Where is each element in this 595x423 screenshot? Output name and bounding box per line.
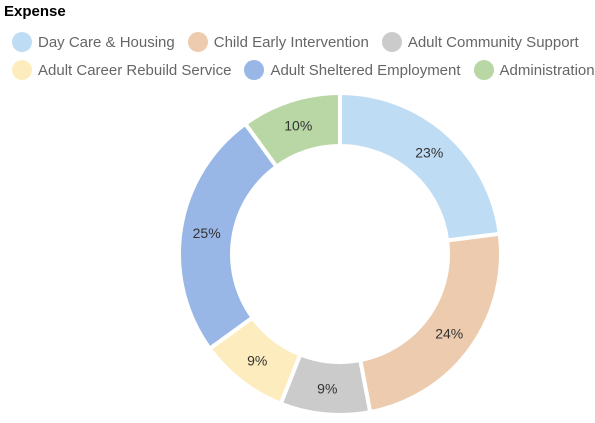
legend-label: Adult Sheltered Employment: [270, 61, 461, 79]
slice-label-adult-sheltered-employment: 25%: [193, 225, 221, 241]
slice-administration[interactable]: [242, 90, 342, 170]
legend-item-adult-community-support[interactable]: Adult Community Support: [381, 32, 579, 52]
legend-item-administration[interactable]: Administration: [473, 60, 595, 80]
legend-item-adult-sheltered-employment[interactable]: Adult Sheltered Employment: [244, 60, 461, 80]
slice-label-adult-career-rebuild-service: 9%: [247, 353, 267, 369]
legend-swatch-icon: [381, 32, 402, 52]
legend-swatch-icon: [187, 32, 208, 52]
legend-item-adult-career-rebuild-service[interactable]: Adult Career Rebuild Service: [12, 60, 231, 80]
donut-slices: [177, 90, 503, 417]
legend-row-2: Adult Career Rebuild Service Adult Shelt…: [12, 60, 595, 80]
legend-item-child-early-intervention[interactable]: Child Early Intervention: [187, 32, 369, 52]
legend-label: Child Early Intervention: [213, 33, 369, 51]
legend-item-day-care-housing[interactable]: Day Care & Housing: [12, 32, 175, 52]
donut-labels: 23% 24% 9% 9% 25% 10%: [193, 118, 464, 397]
slice-day-care-and-housing[interactable]: [338, 90, 502, 243]
slice-child-early-intervention[interactable]: [357, 231, 503, 415]
legend-label: Adult Career Rebuild Service: [38, 61, 232, 79]
legend-label: Day Care & Housing: [38, 33, 175, 51]
slice-label-day-care-and-housing: 23%: [415, 145, 443, 161]
legend-swatch-icon: [473, 60, 494, 80]
slice-label-child-early-intervention: 24%: [435, 325, 463, 341]
legend-swatch-icon: [12, 60, 32, 80]
slice-label-adult-community-support: 9%: [317, 380, 337, 396]
legend-label: Administration: [499, 61, 595, 79]
legend-swatch-icon: [244, 60, 265, 80]
slice-label-administration: 10%: [284, 118, 312, 134]
legend-row-1: Day Care & Housing Child Early Intervent…: [12, 32, 592, 52]
chart-title: Expense: [4, 3, 66, 20]
legend-label: Adult Community Support: [407, 33, 579, 51]
legend-swatch-icon: [12, 32, 32, 52]
